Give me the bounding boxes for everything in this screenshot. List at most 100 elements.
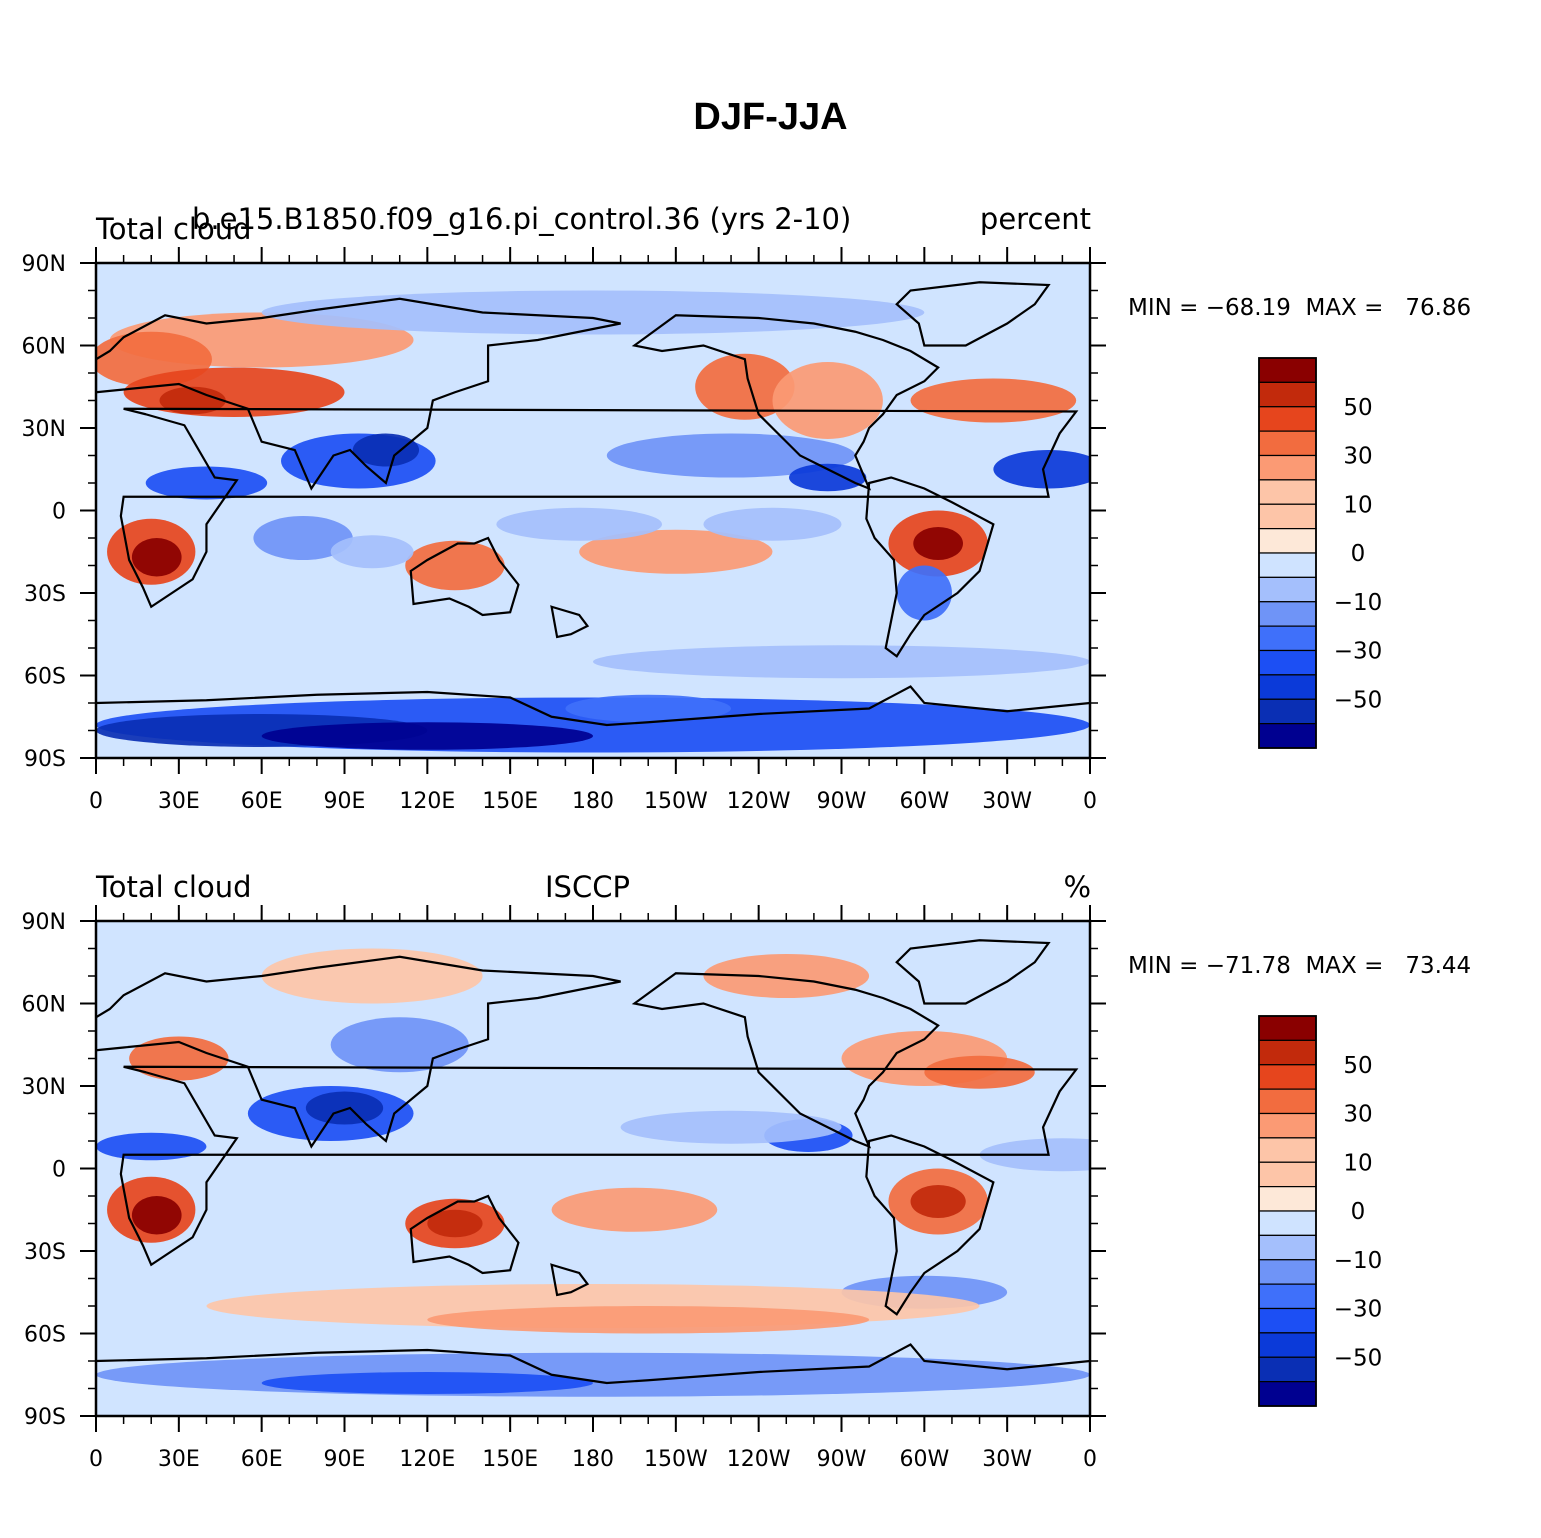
x-tick-label: 0 — [89, 1447, 103, 1472]
anomaly-contour — [253, 516, 353, 560]
anomaly-contour — [261, 1372, 593, 1394]
min-max-label: MIN = −68.19 MAX = 76.86 — [1128, 295, 1472, 321]
x-tick-label: 150W — [644, 1447, 708, 1472]
panel-center-label: b.e15.B1850.f09_g16.pi_control.36 (yrs 2… — [192, 202, 852, 236]
y-tick-label: 30N — [22, 417, 66, 442]
anomaly-contour — [405, 540, 505, 591]
x-tick-label: 0 — [1083, 1447, 1097, 1472]
map-background — [96, 921, 1090, 1416]
colorbar-label: −30 — [1334, 1297, 1383, 1323]
colorbar-swatch — [1258, 1064, 1317, 1090]
colorbar-swatch — [1258, 674, 1317, 700]
colorbar-label: 50 — [1343, 395, 1372, 421]
x-tick-label: 150W — [644, 789, 708, 814]
y-tick-label: 0 — [52, 1158, 66, 1183]
model-panel: Total cloud b.e15.B1850.f09_g16.pi_contr… — [0, 200, 1541, 840]
anomaly-contour — [305, 1091, 384, 1125]
anomaly-contour — [910, 378, 1077, 423]
anomaly-contour — [896, 565, 952, 621]
colorbar-swatch — [1258, 1015, 1317, 1041]
colorbar-swatch — [1258, 1161, 1317, 1188]
x-tick-label: 30E — [158, 789, 200, 814]
colorbar-swatch — [1258, 528, 1317, 554]
coastline-antarctica — [96, 685, 1090, 727]
anomaly-contour — [96, 1132, 207, 1161]
colorbar-swatch — [1258, 406, 1317, 432]
anomaly-contour — [261, 948, 483, 1004]
colorbar-swatch — [1258, 1186, 1317, 1212]
colorbar-label: 50 — [1343, 1053, 1372, 1079]
anomaly-contour — [496, 507, 663, 541]
y-tick-label: 60N — [22, 335, 66, 360]
anomaly-contour — [427, 1306, 870, 1334]
coastline — [895, 939, 1051, 1005]
colorbar-label: 10 — [1343, 492, 1372, 518]
coastline-antarctica — [96, 1343, 1090, 1385]
x-tick-label: 180 — [572, 789, 614, 814]
coastline — [119, 1065, 1079, 1267]
y-tick-label: 90S — [24, 747, 66, 772]
x-tick-label: 30W — [982, 789, 1032, 814]
x-tick-label: 150E — [482, 1447, 538, 1472]
panel-center-label: ISCCP — [545, 870, 630, 904]
x-tick-label: 90W — [817, 1447, 867, 1472]
coastline — [550, 605, 590, 639]
colorbar-label: 10 — [1343, 1150, 1372, 1176]
x-tick-label: 60W — [899, 1447, 949, 1472]
colorbar-swatch — [1258, 1259, 1317, 1285]
anomaly-contour — [772, 362, 883, 439]
colorbar-label: −50 — [1334, 1345, 1383, 1371]
y-tick-label: 60N — [22, 993, 66, 1018]
x-tick-label: 120W — [727, 789, 791, 814]
x-tick-label: 180 — [572, 1447, 614, 1472]
colorbar-swatch — [1258, 1356, 1317, 1383]
colorbar-swatch — [1258, 552, 1317, 578]
colorbar-label: −10 — [1334, 1248, 1383, 1274]
colorbar-swatch — [1258, 698, 1317, 725]
anomaly-contour — [330, 535, 414, 569]
min-max-label: MIN = −71.78 MAX = 73.44 — [1128, 953, 1472, 979]
anomaly-contour — [695, 353, 795, 420]
colorbar-swatch — [1258, 649, 1317, 676]
anomaly-contour — [129, 1036, 229, 1081]
x-tick-label: 120E — [399, 789, 455, 814]
figure-title: DJF-JJA — [693, 96, 848, 138]
map-plot: 90N 60N 30N 0 30S 60S 90S 0 30E 60E 90E 120E 150E 180… — [22, 247, 1382, 814]
colorbar-swatch — [1258, 1210, 1317, 1236]
colorbar-frame — [1258, 357, 1317, 749]
y-tick-label: 30S — [24, 582, 66, 607]
x-tick-label: 60E — [241, 1447, 283, 1472]
coastline — [631, 314, 940, 491]
anomaly-contour — [606, 433, 856, 478]
coastline — [895, 281, 1051, 347]
anomaly-contour — [261, 290, 925, 335]
y-tick-label: 90N — [22, 910, 66, 935]
colorbar-swatch — [1258, 479, 1317, 505]
anomaly-contour — [913, 527, 963, 560]
y-tick-label: 30S — [24, 1240, 66, 1265]
colorbar-label: 0 — [1351, 541, 1366, 567]
y-tick-label: 0 — [52, 500, 66, 525]
colorbar-swatch — [1258, 1283, 1317, 1310]
anomaly-contour — [993, 450, 1090, 489]
colorbar-swatch — [1258, 430, 1317, 457]
anomaly-contour — [145, 466, 268, 500]
observation-panel: Total cloud ISCCP % MIN = −71.78 MAX = 7… — [0, 858, 1541, 1498]
colorbar-swatch — [1258, 1039, 1317, 1066]
y-tick-label: 90N — [22, 252, 66, 277]
colorbar-swatch — [1258, 503, 1317, 530]
anomaly-contour — [703, 954, 870, 998]
anomaly-contour — [579, 529, 773, 574]
colorbar-swatch — [1258, 381, 1317, 408]
anomaly-contour — [159, 386, 226, 415]
x-tick-label: 0 — [89, 789, 103, 814]
colorbar-swatch — [1258, 1112, 1317, 1139]
x-tick-label: 30W — [982, 1447, 1032, 1472]
anomaly-contour — [96, 1352, 1090, 1397]
colorbar-swatch — [1258, 1234, 1317, 1261]
anomaly-contour — [703, 507, 842, 541]
colorbar-swatch — [1258, 723, 1317, 749]
anomaly-contour — [330, 1017, 469, 1073]
colorbar-swatch — [1258, 1088, 1317, 1115]
x-tick-label: 90E — [324, 789, 366, 814]
